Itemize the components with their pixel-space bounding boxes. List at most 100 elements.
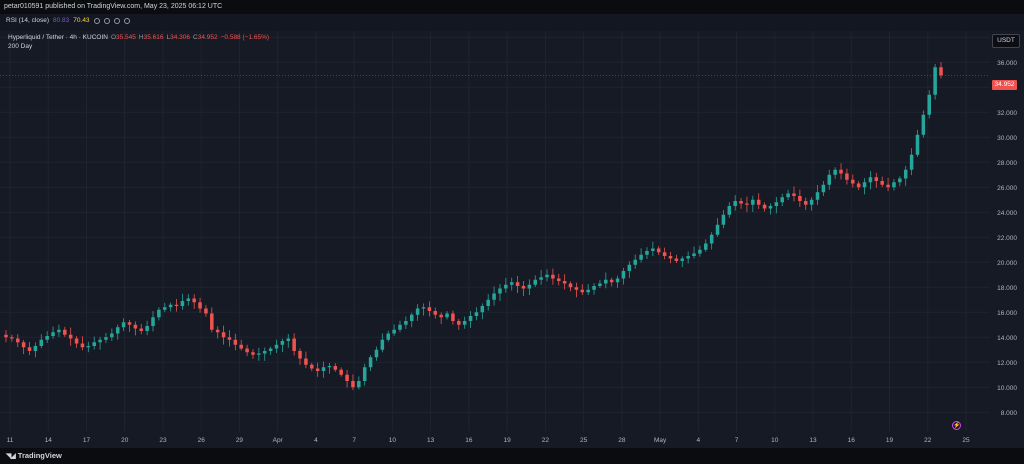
x-tick-label: 7 [735,437,739,444]
x-tick-label: 22 [924,437,932,444]
candle-body [827,174,832,185]
candle-body [756,199,761,205]
candle-body [809,199,814,205]
y-tick-label: 16.000 [997,310,1017,317]
candle-body [856,183,861,188]
candle-body [721,214,726,225]
currency-button[interactable]: USDT [992,34,1020,48]
candle-body [568,283,573,288]
candle-body [780,197,784,203]
x-tick-label: 4 [314,437,318,444]
symbol-title[interactable]: Hyperliquid / Tether · 4h · KUCOIN [8,34,108,41]
candlestick-chart[interactable]: 8.000 10.000 12.000 14.000 16.000 18.000 20.00… [0,31,1024,448]
candle-body [280,341,285,345]
x-tick-label: 13 [427,437,435,444]
candle-body [409,314,414,321]
rsi-pane[interactable]: RSI (14, close) 80.83 70.43 [0,14,1024,32]
candle-body [833,169,837,175]
candle-body [33,346,38,351]
candle-body [862,182,867,188]
candle-body [933,67,937,95]
candle-body [509,282,514,285]
candle-body [739,201,743,204]
candle-body [939,67,943,76]
rsi-remove-icon[interactable] [113,18,120,24]
candle-body [692,253,696,256]
candle-body [545,274,549,278]
candle-body [474,312,479,316]
candle-body [439,314,443,318]
x-tick-label: 10 [771,437,779,444]
y-tick-label: 12.000 [997,360,1017,367]
candle-body [898,178,902,183]
x-tick-label: 26 [198,437,206,444]
brand[interactable]: ◥◢ TradingView [6,451,62,460]
rsi-more-icon[interactable] [123,18,130,24]
candle-body [786,193,790,198]
candle-body [468,316,473,321]
candle-body [145,326,149,331]
candle-body [110,333,114,338]
y-tick-label: 22.000 [997,235,1017,242]
candle-body [927,94,932,115]
candle-body [745,203,749,205]
candle-body [27,347,32,351]
candle-body [909,154,914,170]
candle-body [45,336,49,340]
candle-body [39,339,44,346]
candle-body [521,286,526,289]
candle-body [874,177,879,181]
x-tick-label: 11 [7,437,14,444]
rsi-settings-icon[interactable] [103,18,110,24]
rsi-visibility-icon[interactable] [93,18,100,24]
publisher-bar: petar010591 published on TradingView.com… [0,0,1024,14]
candle-body [4,334,8,338]
x-tick-label: 13 [809,437,817,444]
candle-body [557,278,561,281]
candle-body [210,313,214,330]
candle-body [251,352,255,355]
candle-body [662,252,667,256]
candle-body [127,322,132,325]
candle-body [604,279,608,284]
candle-body [903,169,908,179]
candle-body [374,349,379,358]
low-label: L [166,34,171,41]
events-lightning-icon[interactable]: ⚡ [952,421,961,430]
candle-body [704,243,708,250]
open-label: O [110,34,117,41]
y-tick-label: 8.000 [1001,410,1018,417]
close-value: 34.952 [197,34,218,41]
candle-body [115,327,120,334]
candle-body [845,173,849,180]
candle-body [609,279,614,283]
candle-body [415,308,420,315]
tradingview-logo-icon: ◥◢ [6,452,16,460]
candle-body [686,256,690,259]
candle-body [174,304,179,306]
ma-label[interactable]: 200 Day [8,43,33,50]
candle-body [768,206,773,209]
candle-body [68,334,73,339]
candle-body [63,329,67,335]
candle-body [421,307,426,309]
candle-body [803,201,808,205]
x-tick-label: 23 [159,437,167,444]
candle-body [292,338,296,351]
candle-body [304,358,308,365]
candle-body [504,284,508,289]
candle-body [451,313,455,321]
candle-body [851,179,855,184]
candle-body [774,202,779,206]
x-tick-label: 19 [504,437,512,444]
y-tick-label: 18.000 [997,285,1017,292]
x-tick-label: 17 [83,437,91,444]
x-tick-label: 20 [121,437,129,444]
candle-body [751,199,755,205]
candle-body [586,289,590,293]
candle-body [715,224,720,235]
price-pane[interactable]: Hyperliquid / Tether · 4h · KUCOIN O35.5… [0,31,1024,448]
candle-body [262,351,267,354]
candle-body [221,332,226,338]
candle-body [198,302,202,309]
